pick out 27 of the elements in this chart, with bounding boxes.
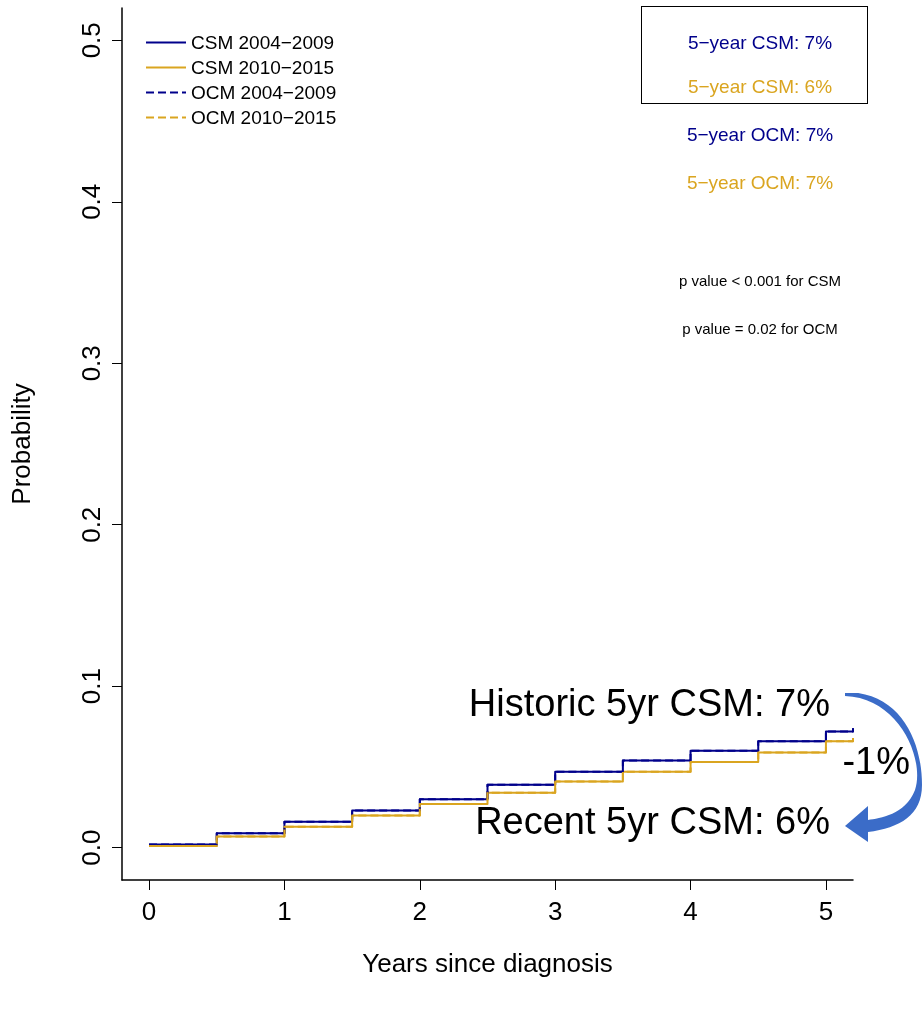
x-tick-label: 0 — [141, 896, 157, 926]
annotation: p value = 0.02 for OCM — [682, 319, 838, 337]
y-axis-title: Probability — [6, 383, 36, 505]
annotation: 5−year OCM: 7% — [686, 171, 834, 193]
legend-label: CSM 2010−2015 — [191, 57, 335, 78]
x-tick-label: 2 — [412, 896, 428, 926]
legend-label: CSM 2004−2009 — [191, 32, 335, 53]
annotation: Historic 5yr CSM: 7% — [468, 682, 830, 725]
annotation: p value < 0.001 for CSM — [678, 271, 842, 289]
y-tick-label: 0.2 — [76, 506, 106, 543]
annotation: Recent 5yr CSM: 6% — [475, 800, 830, 843]
annotation: -1% — [842, 740, 910, 782]
y-tick-label: 0.0 — [76, 829, 106, 866]
y-tick-label: 0.1 — [76, 668, 106, 705]
y-tick-label: 0.5 — [76, 22, 106, 59]
x-tick-label: 1 — [277, 896, 292, 926]
legend-label: OCM 2010−2015 — [191, 107, 337, 128]
y-tick-label: 0.3 — [76, 345, 106, 382]
annotation: 5−year CSM: 7% — [687, 31, 833, 53]
annotation: 5−year CSM: 6% — [687, 75, 833, 97]
x-tick-label: 3 — [547, 896, 563, 926]
annotation: 5−year OCM: 7% — [686, 123, 834, 145]
x-axis-title: Years since diagnosis — [362, 948, 613, 978]
legend-label: OCM 2004−2009 — [191, 82, 337, 103]
y-tick-label: 0.4 — [76, 183, 106, 220]
x-tick-label: 4 — [683, 896, 698, 926]
x-tick-label: 5 — [818, 896, 834, 926]
